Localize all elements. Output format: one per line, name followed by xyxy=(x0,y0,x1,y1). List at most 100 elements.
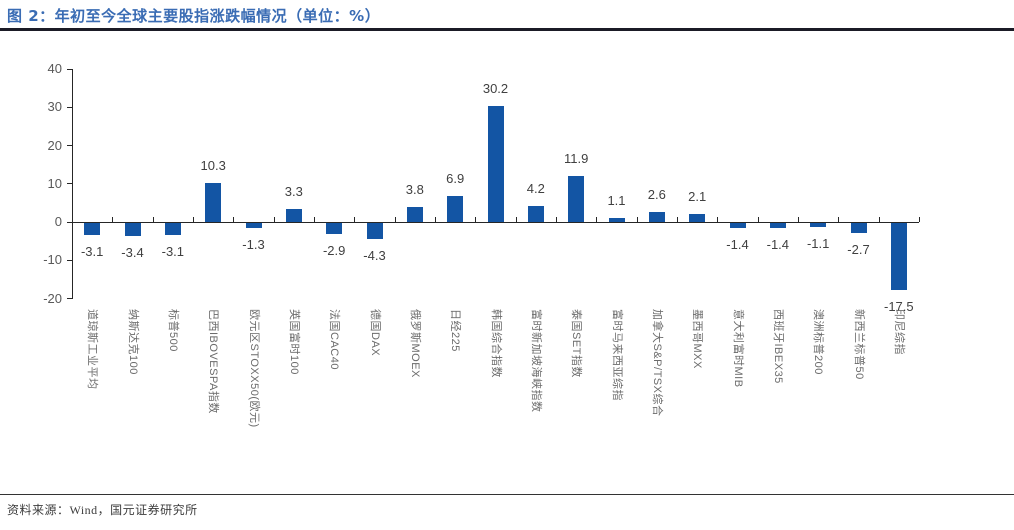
category-label: 巴西IBOVESPA指数 xyxy=(207,309,220,414)
category-label: 意大利富时MIB xyxy=(731,309,744,388)
bar-value-label: -2.7 xyxy=(847,242,870,258)
x-axis-tick-mark xyxy=(72,217,73,222)
category-label: 泰国SET指数 xyxy=(570,309,583,378)
bar-value-label: -2.9 xyxy=(322,243,346,259)
footer-divider xyxy=(0,494,1014,495)
x-axis-tick-mark xyxy=(878,217,880,222)
y-axis-tick-label: -20 xyxy=(43,290,62,306)
x-axis-tick-mark xyxy=(556,217,557,222)
x-axis-tick-mark xyxy=(475,217,477,222)
x-axis-tick-mark xyxy=(757,217,759,222)
bar xyxy=(447,195,464,222)
bar xyxy=(124,223,141,236)
x-axis-tick-mark xyxy=(394,217,396,222)
x-axis-tick-mark xyxy=(838,217,840,222)
x-axis-tick-mark xyxy=(677,217,678,222)
y-axis-tick-mark xyxy=(67,259,72,261)
category-label: 印尼综指 xyxy=(892,309,905,355)
bar-value-label: -1.4 xyxy=(726,237,749,253)
bar-value-label: -1.4 xyxy=(766,237,790,253)
bar-value-label: 3.3 xyxy=(284,184,303,200)
bar xyxy=(527,205,544,222)
x-axis-tick-mark xyxy=(193,217,194,222)
bar-value-label: 1.1 xyxy=(607,192,626,208)
y-axis-tick-label: -10 xyxy=(43,252,62,268)
category-label: 西班牙IBEX35 xyxy=(771,309,784,384)
category-label: 德国DAX xyxy=(368,309,381,357)
bar xyxy=(608,217,625,222)
bar-value-label: 2.1 xyxy=(688,188,707,204)
category-label: 新西兰标普50 xyxy=(852,309,865,380)
bar xyxy=(487,106,504,222)
bar-value-label: -17.5 xyxy=(884,298,914,314)
category-label: 英国富时100 xyxy=(287,309,300,375)
bar xyxy=(326,223,343,235)
y-axis-tick-mark xyxy=(67,145,72,146)
category-label: 欧元区STOXX50(欧元) xyxy=(247,309,260,428)
x-axis-tick-mark xyxy=(636,217,638,222)
bar xyxy=(689,213,706,222)
y-axis-tick-label: 30 xyxy=(47,99,62,115)
category-label: 道琼斯工业平均 xyxy=(86,309,99,390)
y-axis-tick-label: 40 xyxy=(47,61,62,76)
bar xyxy=(366,223,383,240)
bar xyxy=(769,223,786,229)
y-axis-tick-mark xyxy=(67,221,72,223)
y-axis-tick-mark xyxy=(67,68,72,70)
bar-value-label: 3.8 xyxy=(405,182,424,198)
bar-value-label: 2.6 xyxy=(647,187,666,203)
bar xyxy=(729,223,746,229)
global-indices-bar-chart: 40 30 20 10 0 -10 -20 -3.1 道琼斯工业平均 -3.4 纳斯达克100 -3.… xyxy=(43,61,920,428)
x-axis-tick-mark xyxy=(354,217,356,222)
x-axis-tick-mark xyxy=(515,217,517,222)
bar-value-label: 6.9 xyxy=(446,170,465,186)
bar xyxy=(406,207,423,222)
bar-value-label: -3.4 xyxy=(121,245,144,260)
bar xyxy=(810,223,827,228)
category-label: 墨西哥MXX xyxy=(691,309,704,369)
y-axis-tick-label: 0 xyxy=(54,214,62,229)
source-note: 资料来源：Wind，国元证券研究所 xyxy=(7,503,198,517)
bar-value-label: 30.2 xyxy=(482,81,509,97)
y-axis-line xyxy=(72,69,73,299)
x-axis-tick-mark xyxy=(233,217,235,222)
x-axis-tick-mark xyxy=(112,217,114,222)
x-axis-tick-mark xyxy=(435,217,436,222)
y-axis-tick-mark xyxy=(67,183,72,185)
bar xyxy=(890,223,907,290)
x-axis-tick-mark xyxy=(717,217,719,222)
bar xyxy=(285,209,302,222)
category-label: 法国CAC40 xyxy=(328,309,341,370)
bar xyxy=(245,223,262,228)
bar-value-label: 4.2 xyxy=(526,180,545,196)
x-axis-tick-mark xyxy=(152,217,154,222)
bar-value-label: -3.1 xyxy=(80,243,104,259)
x-axis-tick-mark xyxy=(314,217,315,222)
x-axis-zero-line xyxy=(72,222,919,223)
figure-title: 图 2：年初至今全球主要股指涨跌幅情况（单位：%） xyxy=(7,7,381,25)
y-axis-tick-mark xyxy=(67,298,72,299)
bar-value-label: -1.1 xyxy=(806,236,830,252)
category-label: 标普500 xyxy=(166,309,179,352)
bar xyxy=(164,223,181,235)
x-axis-tick-mark xyxy=(919,217,920,222)
bar-value-label: 10.3 xyxy=(200,157,226,173)
bar-value-label: -4.3 xyxy=(363,248,386,264)
bar xyxy=(568,176,585,222)
category-label: 日经225 xyxy=(449,309,462,352)
x-axis-tick-mark xyxy=(798,217,799,222)
x-axis-tick-mark xyxy=(596,217,598,222)
bar-value-label: -3.1 xyxy=(161,243,185,259)
y-axis-tick-mark xyxy=(67,106,72,108)
y-axis-tick-label: 20 xyxy=(47,137,62,153)
title-divider xyxy=(0,28,1014,31)
category-label: 纳斯达克100 xyxy=(126,309,139,375)
bar xyxy=(84,223,101,235)
bar xyxy=(205,182,222,222)
category-label: 加拿大S&P/TSX综合 xyxy=(650,309,663,417)
bar-value-label: 11.9 xyxy=(563,151,589,167)
category-label: 富时新加坡海峡指数 xyxy=(529,309,542,413)
category-label: 韩国综合指数 xyxy=(489,309,502,378)
category-label: 富时马来西亚综指 xyxy=(610,309,623,401)
